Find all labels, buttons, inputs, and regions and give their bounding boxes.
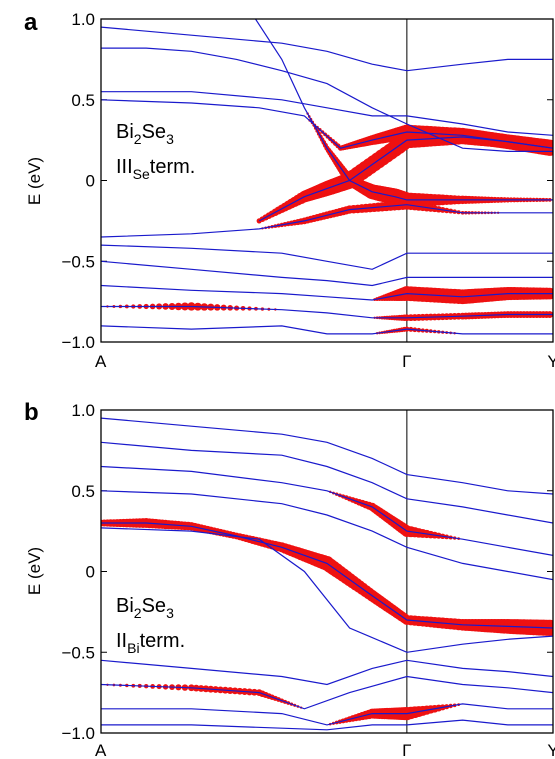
- y-tick-label: −1.0: [61, 333, 95, 352]
- y-tick-label: −1.0: [61, 724, 95, 743]
- band-line-3: [101, 91, 553, 136]
- compound-label: Bi2Se3: [116, 595, 174, 621]
- plot-frame: [100, 409, 554, 734]
- termination-label: IIISeterm.: [116, 156, 195, 182]
- band-line-1: [101, 527, 553, 653]
- band-line-1: [101, 47, 553, 152]
- band-line-10: [101, 305, 553, 319]
- band-line-11: [101, 325, 553, 335]
- k-point-label: Y: [547, 741, 555, 759]
- band-line-9: [101, 719, 553, 731]
- panel-b: b E (eV) 1.0 0.5 0 −0.5 −1.0A Γ Y Bi2Se3 IIBiterm.: [24, 399, 555, 759]
- y-tick-label: 0.5: [71, 91, 95, 110]
- y-tick-label: 0: [86, 563, 95, 582]
- k-point-label: A: [95, 352, 107, 371]
- band-line-5: [258, 136, 553, 222]
- band-line-2: [101, 417, 553, 495]
- y-axis-label: E (eV): [25, 157, 44, 205]
- k-point-label: Γ: [402, 741, 411, 759]
- band-line-7: [101, 675, 553, 710]
- band-line-8: [101, 260, 553, 287]
- band-line-6: [101, 204, 553, 238]
- compound-label: Bi2Se3: [116, 121, 174, 147]
- y-tick-label: −0.5: [61, 643, 95, 662]
- band-weight-7: [106, 683, 303, 709]
- y-tick-label: 1.0: [71, 401, 95, 420]
- band-line-6: [101, 659, 553, 686]
- band-line-7: [101, 244, 553, 270]
- band-line-8: [101, 703, 553, 726]
- bands-layer: [101, 417, 553, 731]
- k-point-label: Y: [547, 352, 555, 371]
- band-line-4: [101, 99, 553, 149]
- band-line-0: [254, 19, 553, 201]
- panel-label: b: [24, 399, 39, 426]
- band-line-9: [101, 284, 553, 301]
- band-line-0: [101, 522, 553, 629]
- bands-layer: [101, 19, 553, 335]
- band-line-5: [101, 490, 553, 581]
- band-line-2: [101, 26, 553, 72]
- plot-frame: [100, 18, 554, 343]
- y-tick-label: 0.5: [71, 482, 95, 501]
- termination-label: IIBiterm.: [116, 630, 185, 656]
- panel-a: a E (eV) 1.0 0.5 0 −0.5 −1.0A Γ Y Bi2Se3 IIISeterm…: [24, 9, 555, 371]
- k-point-label: Γ: [402, 352, 411, 371]
- y-axis-label: E (eV): [25, 547, 44, 595]
- y-tick-label: 1.0: [71, 10, 95, 29]
- band-weight-10: [106, 302, 553, 322]
- band-line-4: [101, 465, 553, 556]
- y-tick-label: 0: [86, 172, 95, 191]
- band-line-3: [101, 441, 553, 524]
- k-point-label: A: [95, 741, 107, 759]
- y-tick-label: −0.5: [61, 252, 95, 271]
- panel-label: a: [24, 9, 38, 36]
